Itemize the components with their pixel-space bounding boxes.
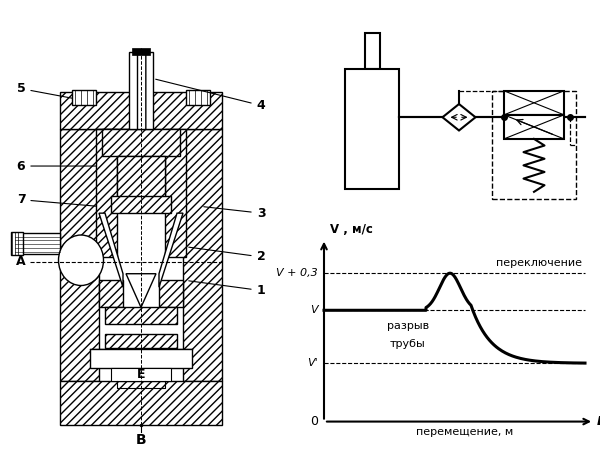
Text: 1: 1 xyxy=(189,281,265,297)
Bar xyxy=(365,33,380,69)
Bar xyxy=(105,334,177,348)
Bar xyxy=(60,92,222,129)
Bar xyxy=(117,156,165,200)
Bar xyxy=(102,129,180,156)
Bar xyxy=(504,115,564,139)
Circle shape xyxy=(59,235,104,285)
Bar xyxy=(111,368,171,382)
Bar xyxy=(60,129,99,382)
Text: 0: 0 xyxy=(310,415,318,428)
Bar xyxy=(129,51,153,129)
Text: 5: 5 xyxy=(17,82,72,98)
Polygon shape xyxy=(99,213,123,287)
Text: V: V xyxy=(310,305,318,315)
Bar xyxy=(183,129,222,382)
Polygon shape xyxy=(159,213,183,287)
Text: 7: 7 xyxy=(17,193,96,206)
Bar xyxy=(11,232,23,255)
Bar xyxy=(504,91,564,115)
Text: трубы: трубы xyxy=(390,340,426,350)
Text: A: A xyxy=(16,255,25,268)
Text: 6: 6 xyxy=(17,160,96,173)
Bar xyxy=(60,382,222,425)
Polygon shape xyxy=(126,274,156,308)
Text: 4: 4 xyxy=(155,79,265,112)
Text: 3: 3 xyxy=(204,207,265,220)
Text: переключение: переключение xyxy=(496,258,582,268)
Bar xyxy=(165,129,186,257)
Bar xyxy=(186,90,210,106)
Text: V + 0,3: V + 0,3 xyxy=(276,268,318,278)
Text: V , м/с: V , м/с xyxy=(330,223,373,236)
Text: перемещение, м: перемещение, м xyxy=(416,428,514,437)
Bar xyxy=(105,308,177,324)
Text: 2: 2 xyxy=(189,247,265,263)
Text: разрыв: разрыв xyxy=(387,321,429,331)
Bar xyxy=(90,350,192,368)
Bar xyxy=(96,129,117,257)
Polygon shape xyxy=(443,104,476,130)
Bar xyxy=(111,196,171,213)
Bar xyxy=(492,91,576,199)
Bar xyxy=(15,233,60,253)
Bar xyxy=(99,281,123,308)
Text: L: L xyxy=(597,415,600,428)
Bar xyxy=(132,48,150,55)
Bar xyxy=(72,90,96,106)
Bar xyxy=(159,281,183,308)
Text: V': V' xyxy=(307,358,318,368)
Text: E: E xyxy=(137,368,145,381)
Text: B: B xyxy=(136,433,146,447)
Bar xyxy=(345,69,399,189)
